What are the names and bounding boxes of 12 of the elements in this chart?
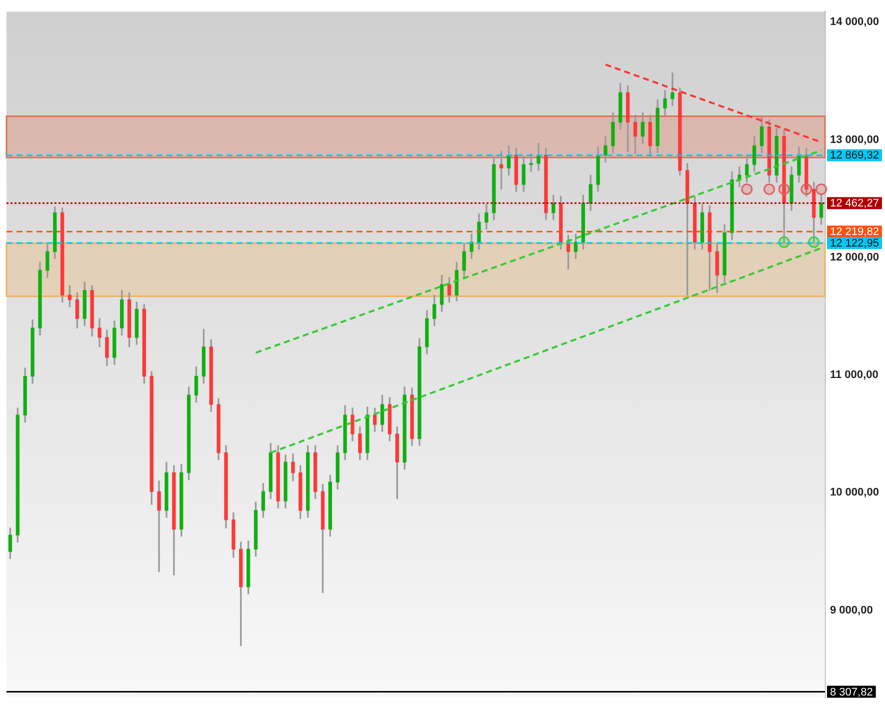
y-tick-label: 12 000,00 (830, 251, 879, 264)
candlestick (157, 480, 161, 572)
y-tick-label: 13 000,00 (830, 134, 879, 146)
y-tick-label: 11 000,00 (830, 369, 878, 382)
y-tick-label: 9 000,00 (830, 604, 873, 616)
ref-line-label: 12 219,82 (830, 226, 879, 238)
ref-line-label: 12 462,27 (830, 198, 879, 210)
ref-line-label: 12 869,32 (830, 150, 879, 162)
y-tick-label: 14 000,00 (830, 16, 879, 28)
y-tick-label: 10 000,00 (830, 486, 879, 499)
ref-line-label: 8 307,82 (830, 686, 873, 698)
ref-line-label: 12 122,95 (830, 238, 879, 250)
